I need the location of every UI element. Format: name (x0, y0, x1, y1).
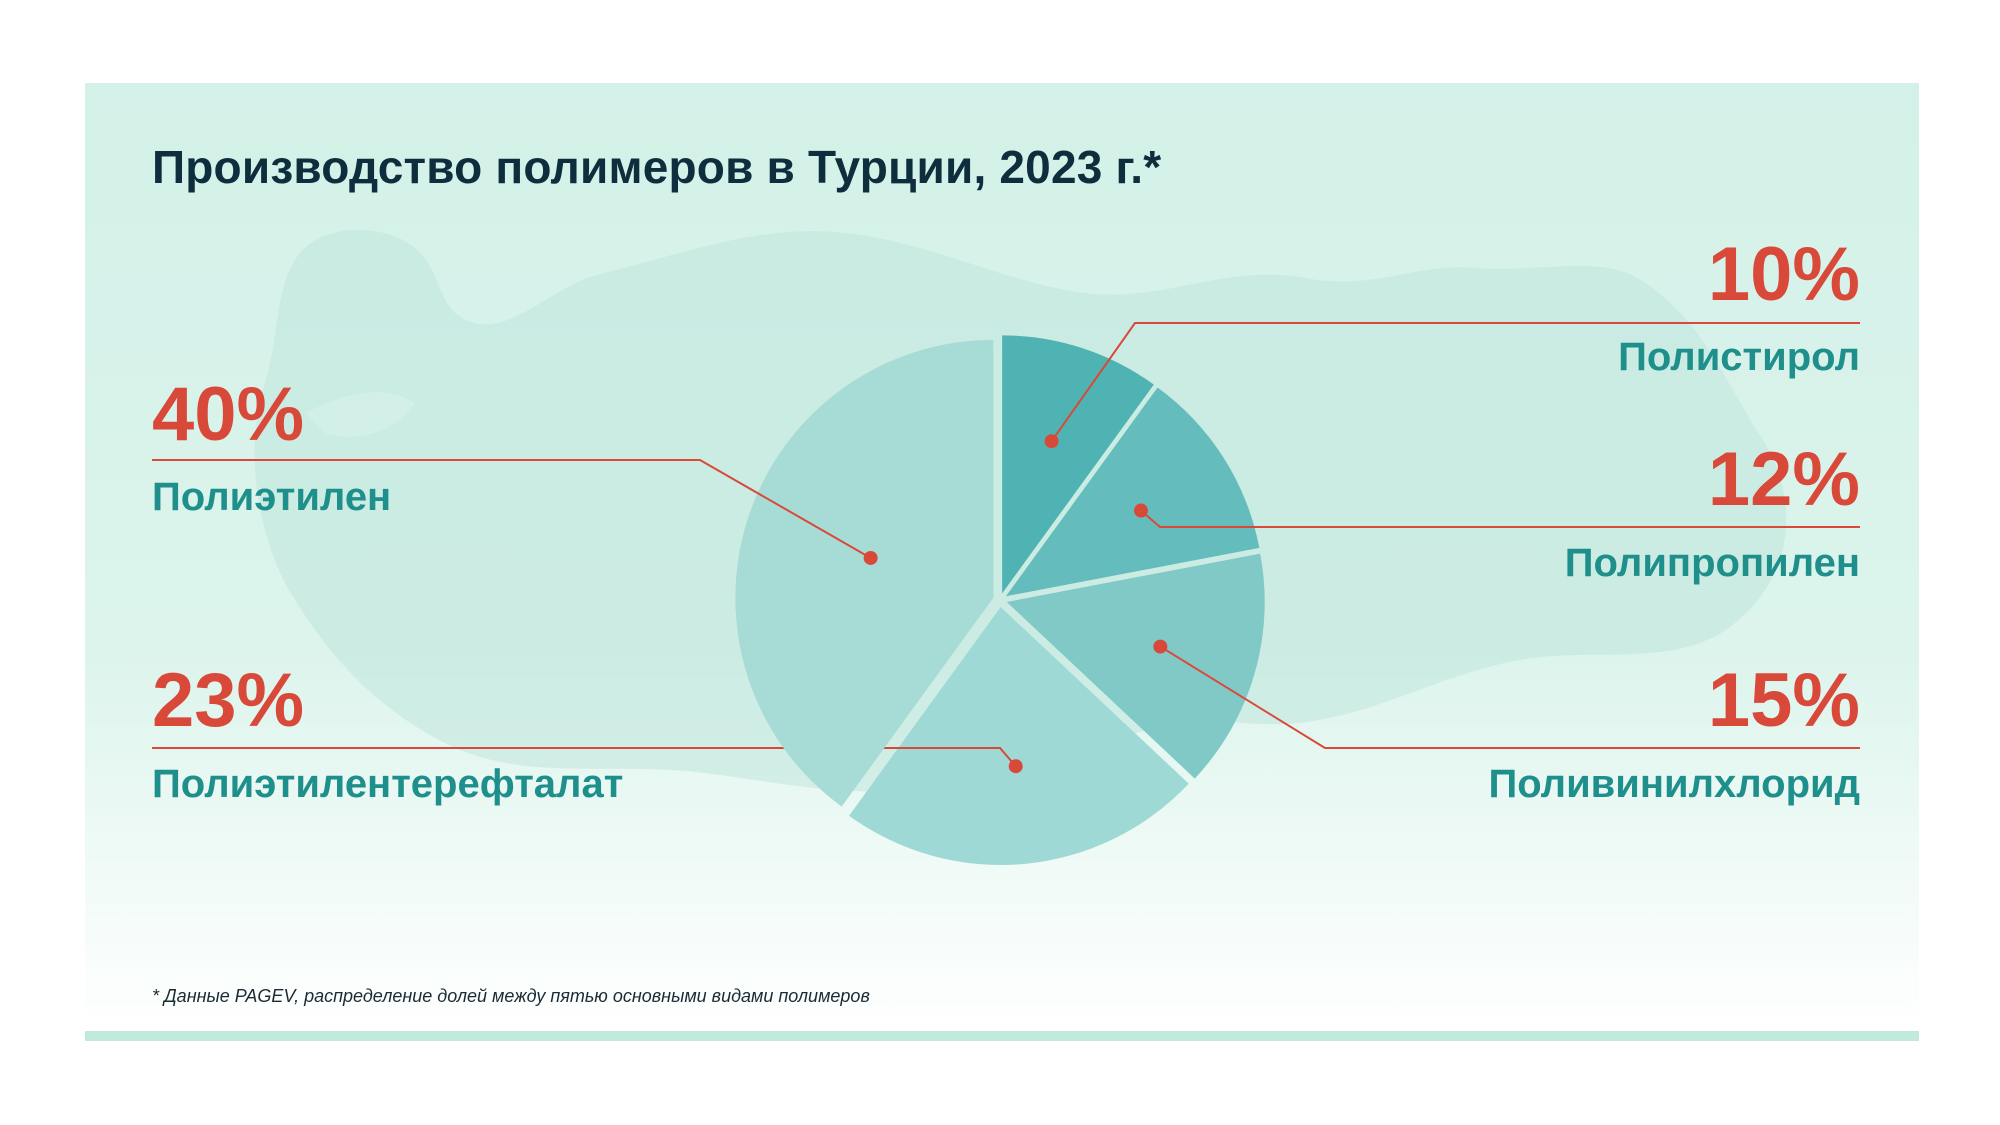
slice-percent-label: 15% (1708, 658, 1860, 743)
callout-leader-line (1140, 509, 1860, 528)
pie-slice (1002, 335, 1154, 594)
slice-category-label: Поливинилхлорид (1488, 762, 1860, 806)
pie-slice (849, 606, 1189, 865)
callout-leader-line (1050, 322, 1860, 442)
slice-percent-label: 23% (152, 658, 304, 743)
pie-slice (1006, 553, 1265, 779)
callout-dot (1153, 639, 1168, 654)
slice-category-label: Полиэтилентерефталат (152, 762, 623, 806)
bottom-accent-bar (85, 1031, 1919, 1041)
footnote: * Данные PAGEV, распределение долей межд… (152, 986, 870, 1006)
slice-category-label: Полипропилен (1565, 541, 1860, 585)
slice-percent-label: 10% (1708, 232, 1860, 317)
slice-category-label: Полиэтилен (152, 475, 391, 519)
slice-percent-label: 12% (1708, 437, 1860, 522)
slice-percent-label: 40% (152, 372, 304, 457)
callout-leader-line (1159, 645, 1860, 749)
callout-leader-line (152, 459, 872, 559)
pie-slice (735, 339, 994, 807)
callout-dot (863, 550, 878, 565)
callout-leader-line (152, 747, 1017, 767)
callout-dot (1044, 434, 1059, 449)
pie-slice (1005, 387, 1260, 597)
chart-title: Производство полимеров в Турции, 2023 г.… (152, 141, 1162, 193)
callout-dot (1133, 503, 1148, 518)
slice-category-label: Полистирол (1618, 335, 1860, 379)
callout-dot (1008, 759, 1023, 774)
